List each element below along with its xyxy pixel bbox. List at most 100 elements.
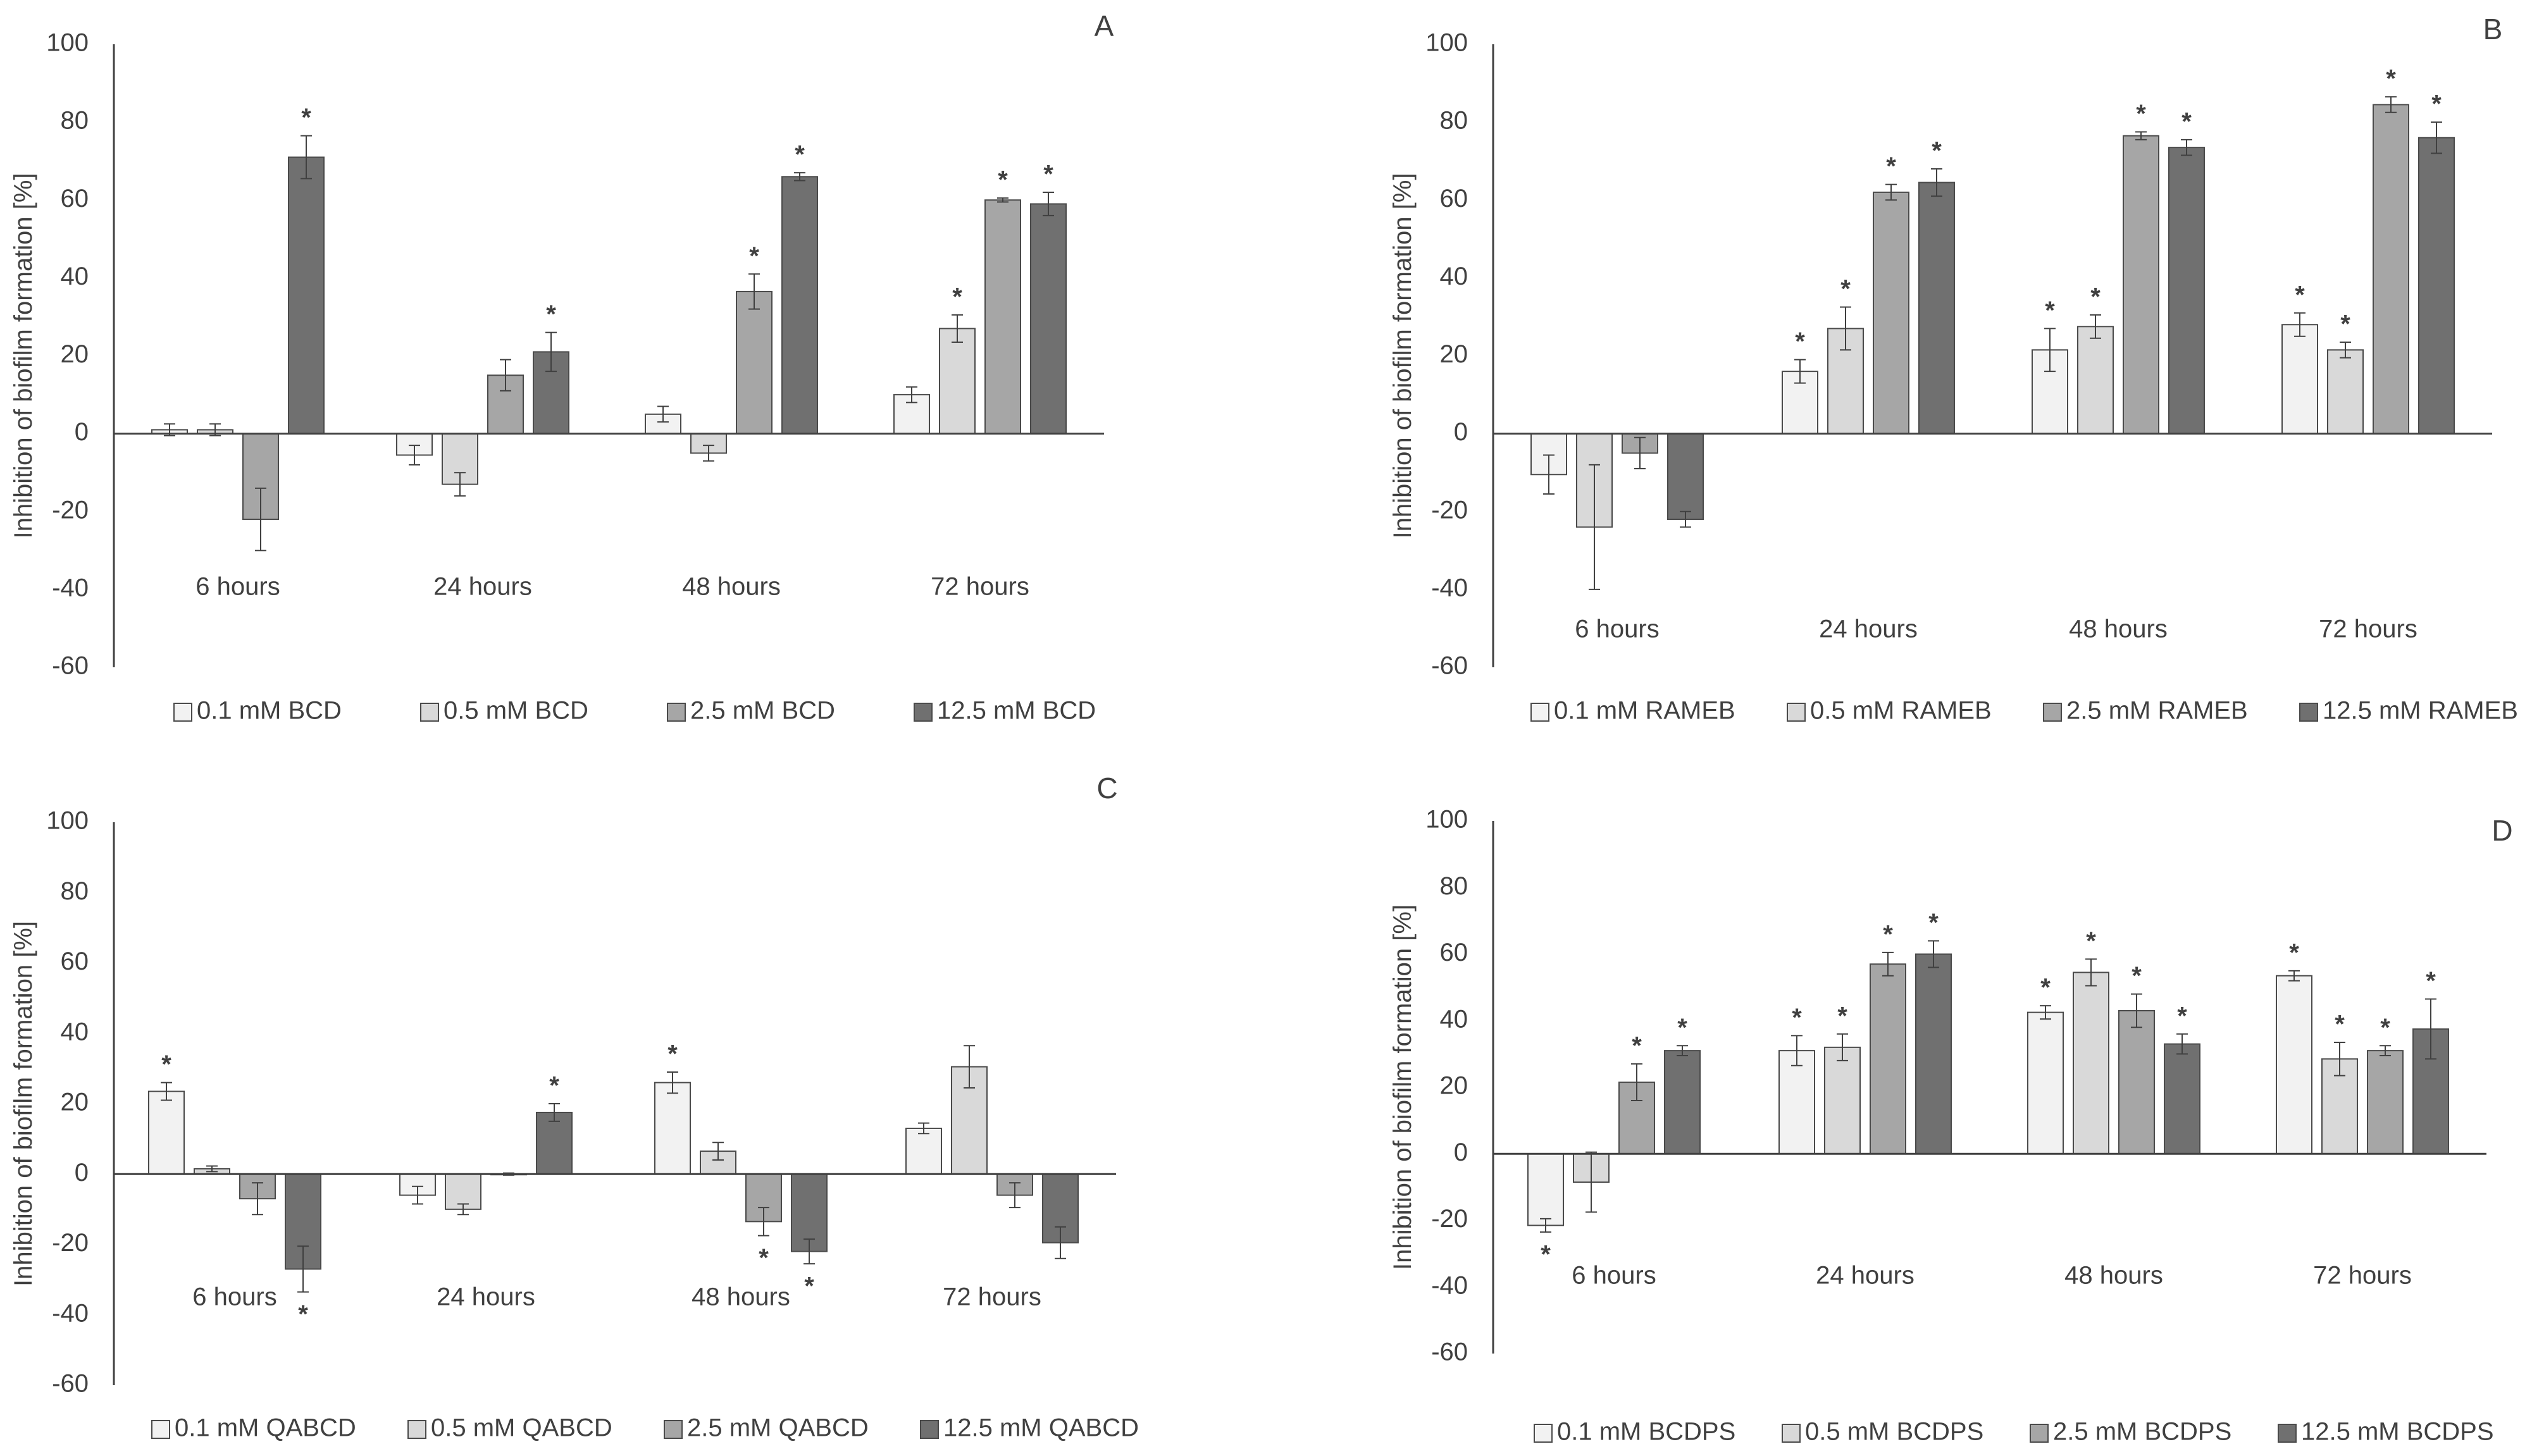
y-tick-label: -60 [52,1370,89,1398]
y-tick-label: 40 [61,1018,89,1046]
category-label: 48 hours [2069,615,2168,643]
bar [1870,963,1906,1155]
bar [1030,203,1067,435]
legend-swatch [151,1420,170,1439]
y-tick-label: 20 [61,340,89,368]
significance-marker: * [2090,283,2101,311]
legend-swatch [407,1420,426,1439]
bar [1664,1050,1701,1155]
y-tick-label: -60 [1431,1338,1468,1366]
y-axis-label: Inhibition of biofilm formation [%] [9,173,37,538]
significance-marker: * [2426,967,2436,995]
y-tick-label: 20 [1440,1072,1468,1100]
significance-marker: * [952,283,962,311]
bar [781,176,818,435]
category-label: 6 hours [1575,615,1659,643]
significance-marker: * [2132,962,2142,990]
legend-label: 0.5 mM QABCD [431,1414,612,1442]
bar [2367,1050,2404,1155]
y-tick-label: -60 [1431,652,1468,680]
y-tick-label: 60 [1440,185,1468,213]
significance-marker: * [2386,65,2396,93]
significance-marker: * [1883,920,1893,948]
legend-swatch [1534,1424,1553,1443]
y-tick-label: -20 [1431,496,1468,524]
legend-swatch [2299,703,2318,722]
bar [2077,326,2114,435]
legend-label: 12.5 mM BCDPS [2301,1418,2494,1446]
significance-marker: * [2086,927,2096,955]
legend-swatch [2278,1424,2297,1443]
y-tick-label: 100 [46,807,89,835]
category-label: 24 hours [1816,1262,1915,1290]
legend-label: 2.5 mM RAMEB [2066,697,2248,725]
y-tick-label: 80 [1440,107,1468,135]
category-label: 72 hours [2313,1262,2412,1290]
legend-label: 2.5 mM BCD [690,697,835,725]
category-label: 24 hours [1819,615,1918,643]
y-tick-label: 20 [61,1089,89,1116]
category-label: 48 hours [682,573,781,601]
bar [2027,1011,2064,1155]
significance-marker: * [301,104,311,132]
y-tick-label: 100 [1425,806,1468,834]
significance-marker: * [759,1244,769,1272]
bar [2373,104,2409,435]
panel-label: C [1096,772,1117,805]
significance-marker: * [2045,297,2055,324]
significance-marker: * [2040,974,2051,1002]
bar [2118,1009,2155,1155]
y-axis-label: Inhibition of biofilm formation [%] [1389,173,1417,538]
legend-label: 0.5 mM BCDPS [1805,1418,1983,1446]
category-label: 6 hours [195,573,280,601]
legend-label: 12.5 mM QABCD [943,1414,1139,1442]
bar [1527,1153,1564,1226]
significance-marker: * [804,1273,814,1300]
y-tick-label: 100 [46,29,89,57]
bar [288,156,325,435]
y-axis-label: Inhibition of biofilm formation [%] [1389,904,1417,1270]
legend-label: 0.1 mM RAMEB [1554,697,1735,725]
legend-label: 2.5 mM QABCD [687,1414,869,1442]
significance-marker: * [795,141,805,169]
bar [1918,182,1955,435]
chart-panel-a: A Inhibition of biofilm formation [%] 100 8… [9,9,1114,725]
bar [2281,324,2318,435]
significance-marker: * [2340,311,2350,338]
bar [905,1127,942,1175]
bar [1873,191,1909,435]
legend-label: 0.1 mM BCD [197,697,342,725]
significance-marker: * [549,1072,559,1100]
category-label: 6 hours [1572,1262,1656,1290]
panel-label: A [1095,9,1114,42]
significance-marker: * [1795,328,1805,355]
significance-marker: * [1541,1240,1551,1268]
significance-marker: * [1840,275,1851,303]
legend-label: 0.1 mM BCDPS [1557,1418,1735,1446]
bar [1915,953,1952,1155]
y-tick-label: -20 [52,496,89,524]
legend-swatch [1787,703,1806,722]
chart-panel-b: B Inhibition of biofilm formation [%] 100 8… [1389,13,2518,725]
legend-swatch [914,703,933,722]
y-tick-label: 60 [61,947,89,975]
legend-label: 0.5 mM BCD [444,697,588,725]
bar [2164,1043,2200,1155]
bar [654,1082,691,1175]
legend-swatch [2030,1424,2049,1443]
significance-marker: * [2295,281,2305,309]
y-tick-label: -40 [52,574,89,602]
bar [939,328,976,435]
bar [645,413,681,435]
legend-swatch [920,1420,939,1439]
y-tick-label: 60 [1440,939,1468,966]
legend-label: 12.5 mM RAMEB [2323,697,2518,725]
category-label: 72 hours [943,1283,1041,1311]
y-tick-label: 20 [1440,340,1468,368]
y-tick-label: 40 [61,262,89,290]
y-tick-label: 60 [61,185,89,213]
bar [2418,137,2455,435]
y-tick-label: -40 [52,1299,89,1327]
category-label: 24 hours [437,1283,535,1311]
significance-marker: * [1932,137,1942,165]
